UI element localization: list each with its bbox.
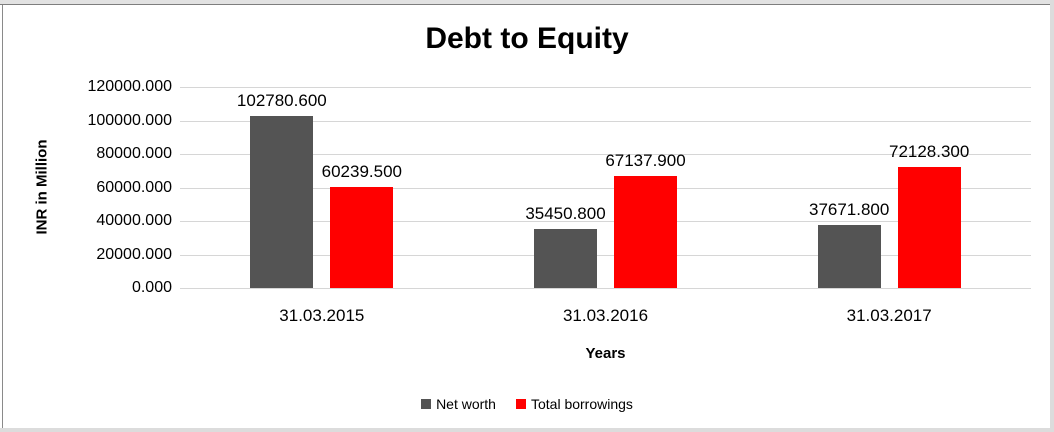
legend-item-total-borrowings: Total borrowings <box>515 396 633 412</box>
legend-swatch-net-worth <box>421 399 432 409</box>
bar-groups: 102780.600 60239.500 35450.800 67137.900 376… <box>180 87 1031 288</box>
y-tick-label-100000: 100000.000 <box>87 111 172 129</box>
x-category-label-31-03-2016: 31.03.2016 <box>562 306 649 325</box>
x-category-label-31-03-2015: 31.03.2015 <box>279 306 365 325</box>
frame-edge-right <box>1050 0 1054 432</box>
frame-edge-top <box>0 0 1054 4</box>
x-axis-category-labels: 31.03.2015 31.03.2016 31.03.2017 <box>180 306 1031 326</box>
gridline-80000 <box>180 154 1031 155</box>
legend-item-net-worth: Net worth <box>421 396 496 412</box>
gridline-100000 <box>180 120 1031 122</box>
legend-label-total-borrowings: Total borrowings <box>530 396 633 412</box>
data-label-net-worth-31-03-2017: 37671.800 <box>808 199 890 219</box>
bar-total-borrowings-31-03-2017: 72128.300 <box>889 142 969 288</box>
data-label-net-worth-31-03-2015: 102780.600 <box>236 90 327 110</box>
bar-net-worth-31-03-2016: 35450.800 <box>525 204 606 288</box>
legend-label-net-worth: Net worth <box>436 396 496 412</box>
legend-swatch-total-borrowings <box>515 399 526 409</box>
gridline-0 <box>180 288 1031 289</box>
bar-net-worth-31-03-2017: 37671.800 <box>809 200 889 288</box>
y-tick-label-80000: 80000.000 <box>96 145 172 162</box>
gridline-60000 <box>180 187 1031 189</box>
y-tick-label-0: 0.000 <box>131 279 172 296</box>
y-tick-label-40000: 40000.000 <box>96 212 172 229</box>
bar-total-borrowings-31-03-2016: 67137.900 <box>605 151 686 288</box>
data-label-total-borrowings-31-03-2016: 67137.900 <box>605 150 686 170</box>
frame-edge-bottom <box>0 428 1054 432</box>
data-label-total-borrowings-31-03-2017: 72128.300 <box>888 142 970 162</box>
frame-edge-top-line <box>0 4 1054 5</box>
bar-group-31-03-2015: 102780.600 60239.500 <box>180 87 464 288</box>
bar-group-31-03-2016: 35450.800 67137.900 <box>464 87 748 288</box>
plot-area: 102780.600 60239.500 35450.800 67137.900 376… <box>180 87 1031 289</box>
gridline-40000 <box>180 221 1031 222</box>
gridline-20000 <box>180 254 1031 256</box>
chart-title: Debt to Equity <box>425 22 629 55</box>
y-tick-label-20000: 20000.000 <box>96 245 172 263</box>
frame-edge-left-line <box>2 5 3 428</box>
y-tick-label-120000: 120000.000 <box>87 78 172 95</box>
x-axis-title: Years <box>585 345 626 362</box>
bar-net-worth-31-03-2015: 102780.600 <box>237 91 327 288</box>
legend: Net worth Total borrowings <box>0 396 1054 412</box>
data-label-total-borrowings-31-03-2015: 60239.500 <box>321 162 403 182</box>
gridline-120000 <box>180 87 1031 88</box>
bar-group-31-03-2017: 37671.800 72128.300 <box>747 87 1031 288</box>
bar-total-borrowings-31-03-2015: 60239.500 <box>322 162 402 288</box>
x-category-label-31-03-2017: 31.03.2017 <box>846 306 932 325</box>
y-tick-label-60000: 60000.000 <box>96 178 172 196</box>
data-label-net-worth-31-03-2016: 35450.800 <box>525 203 606 223</box>
